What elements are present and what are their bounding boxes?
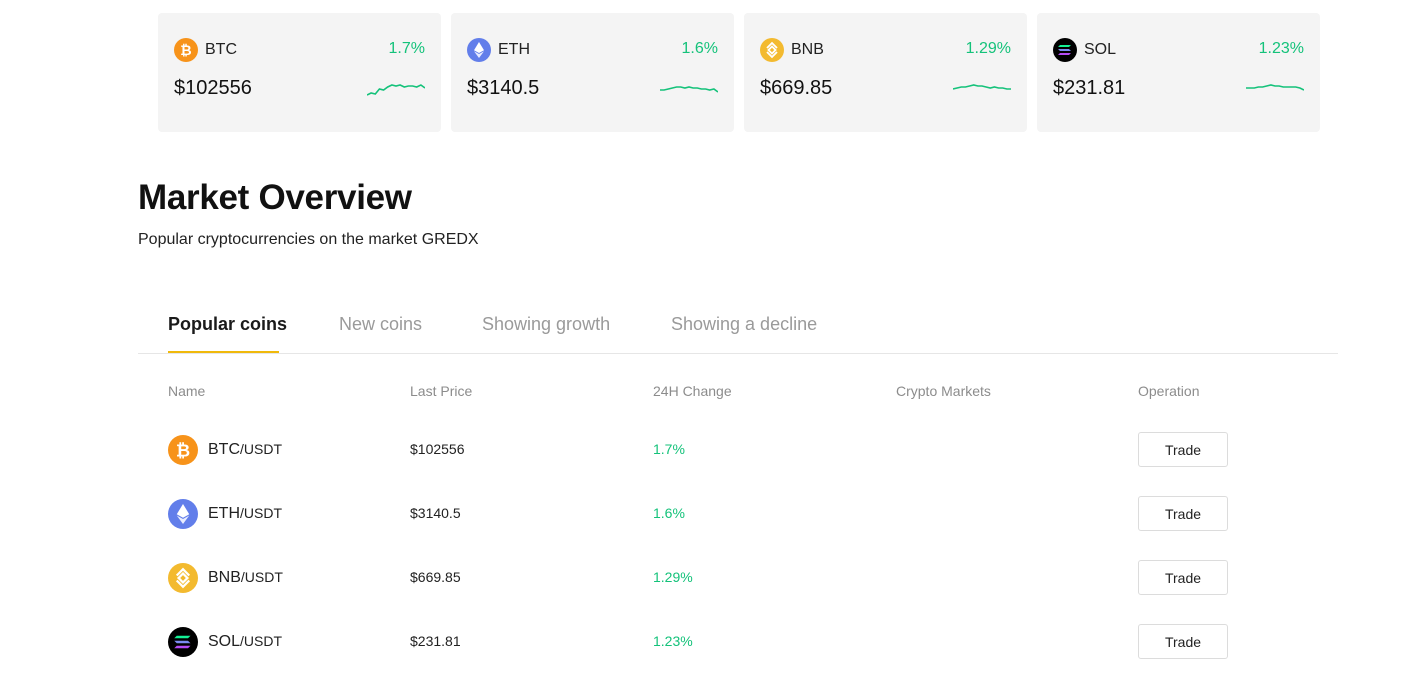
- trade-button[interactable]: Trade: [1138, 432, 1228, 467]
- sparkline-path: [660, 86, 718, 93]
- ticker-card-eth[interactable]: ETH 1.6% $3140.5: [451, 13, 734, 132]
- market-tabs: Popular coins New coins Showing growth S…: [138, 300, 1338, 354]
- ticker-card-bnb[interactable]: BNB 1.29% $669.85: [744, 13, 1027, 132]
- tab-showing-decline[interactable]: Showing a decline: [671, 314, 818, 334]
- eth-icon: [467, 38, 491, 62]
- sparkline-path: [367, 84, 425, 96]
- bnb-icon: [760, 38, 784, 62]
- sol-icon: [168, 627, 198, 657]
- ticker-change: 1.7%: [388, 40, 425, 57]
- btc-icon: ₿: [168, 435, 198, 465]
- pair-base: SOL: [208, 633, 241, 650]
- ticker-symbol: BTC: [205, 41, 237, 58]
- table-row[interactable]: ₿ BTC/USDT $102556 1.7% Trade: [138, 418, 1338, 482]
- ticker-change: 1.23%: [1258, 40, 1304, 57]
- column-header-24h-change: 24H Change: [653, 383, 732, 399]
- ticker-change: 1.29%: [965, 40, 1011, 57]
- column-header-crypto-markets: Crypto Markets: [896, 383, 991, 399]
- pair-quote: /USDT: [240, 569, 283, 585]
- change-24h: 1.7%: [653, 441, 685, 457]
- ticker-price: $3140.5: [467, 77, 540, 99]
- pair-quote: /USDT: [240, 633, 283, 649]
- last-price: $231.81: [410, 633, 461, 649]
- ticker-symbol: BNB: [791, 41, 824, 58]
- sparkline: [953, 84, 1011, 90]
- trade-button[interactable]: Trade: [1138, 624, 1228, 659]
- last-price: $102556: [410, 441, 465, 457]
- pair-base: ETH: [208, 505, 240, 522]
- change-24h: 1.23%: [653, 633, 693, 649]
- btc-icon: ₿: [174, 38, 198, 62]
- column-header-last-price: Last Price: [410, 383, 473, 399]
- trade-button[interactable]: Trade: [1138, 560, 1228, 595]
- tab-new-coins[interactable]: New coins: [339, 314, 423, 334]
- svg-text:₿: ₿: [176, 441, 190, 461]
- page-subtitle: Popular cryptocurrencies on the market G…: [138, 231, 479, 248]
- column-header-operation: Operation: [1138, 383, 1200, 399]
- sparkline: [660, 86, 718, 93]
- pair-quote: /USDT: [240, 505, 282, 521]
- bnb-icon: [168, 563, 198, 593]
- sol-icon: [1053, 38, 1077, 62]
- tab-popular-coins[interactable]: Popular coins: [168, 314, 288, 334]
- pair-base: BNB: [208, 569, 241, 586]
- last-price: $669.85: [410, 569, 461, 585]
- eth-icon: [168, 499, 198, 529]
- page-title: Market Overview: [138, 178, 412, 217]
- ticker-symbol: ETH: [498, 41, 530, 58]
- ticker-price: $669.85: [760, 77, 833, 99]
- ticker-change: 1.6%: [681, 40, 718, 57]
- ticker-cards: ₿ BTC 1.7% $102556 ETH 1.6% $3140.5: [158, 13, 1320, 132]
- table-row[interactable]: ETH/USDT $3140.5 1.6% Trade: [138, 482, 1338, 546]
- ticker-price: $102556: [174, 77, 252, 99]
- sparkline-path: [1246, 84, 1304, 91]
- sparkline-path: [953, 84, 1011, 90]
- active-tab-indicator: [168, 351, 279, 353]
- last-price: $3140.5: [410, 505, 461, 521]
- change-24h: 1.29%: [653, 569, 693, 585]
- ticker-card-sol[interactable]: SOL 1.23% $231.81: [1037, 13, 1320, 132]
- pair-base: BTC: [208, 441, 240, 458]
- table-row[interactable]: BNB/USDT $669.85 1.29% Trade: [138, 546, 1338, 610]
- column-header-name: Name: [168, 383, 206, 399]
- change-24h: 1.6%: [653, 505, 685, 521]
- ticker-symbol: SOL: [1084, 41, 1117, 58]
- sparkline: [1246, 84, 1304, 91]
- trade-button[interactable]: Trade: [1138, 496, 1228, 531]
- pair-quote: /USDT: [240, 441, 282, 457]
- ticker-price: $231.81: [1053, 77, 1126, 99]
- svg-text:₿: ₿: [180, 43, 191, 59]
- tab-showing-growth[interactable]: Showing growth: [482, 314, 611, 334]
- ticker-card-btc[interactable]: ₿ BTC 1.7% $102556: [158, 13, 441, 132]
- table-row[interactable]: SOL/USDT $231.81 1.23% Trade: [138, 610, 1338, 674]
- sparkline: [367, 84, 425, 96]
